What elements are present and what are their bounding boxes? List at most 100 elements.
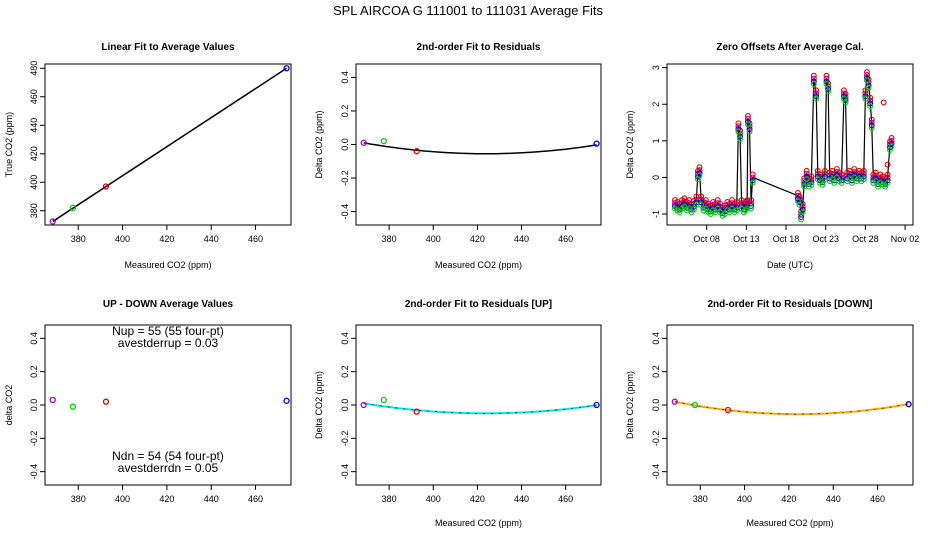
data-point xyxy=(860,176,867,183)
x-axis-label: Measured CO2 (ppm) xyxy=(124,260,211,270)
data-point xyxy=(799,209,806,216)
x-tick-label: Oct 23 xyxy=(812,234,839,244)
data-point xyxy=(872,175,879,182)
data-point xyxy=(748,197,755,204)
data-point xyxy=(884,171,891,178)
y-tick-label: -0.2 xyxy=(29,431,39,447)
y-axis-label: Delta CO2 (ppm) xyxy=(625,371,635,439)
data-point xyxy=(819,181,826,188)
plot-p5: 2nd-order Fit to Residuals [UP] 380 400 420… xyxy=(314,299,602,528)
y-tick-label: 0.0 xyxy=(340,399,350,412)
data-point xyxy=(872,169,879,176)
data-point xyxy=(69,403,77,410)
data-point xyxy=(888,143,895,150)
data-point xyxy=(380,137,387,145)
x-axis-label: Measured CO2 (ppm) xyxy=(435,260,522,270)
y-tick-label: 420 xyxy=(29,146,39,161)
data-point xyxy=(848,179,855,186)
data-point xyxy=(748,205,755,212)
data-point xyxy=(593,140,600,147)
data-point xyxy=(860,173,867,180)
data-point xyxy=(744,205,751,212)
x-tick-label: 420 xyxy=(470,234,485,244)
data-point xyxy=(810,78,817,85)
plot-data xyxy=(360,396,600,415)
data-point xyxy=(413,408,420,415)
y-tick-label: 0.2 xyxy=(340,105,350,118)
x-tick-label: 420 xyxy=(470,494,485,504)
data-point xyxy=(884,177,891,184)
y-tick-label: 0 xyxy=(651,175,661,180)
fit-line xyxy=(52,67,287,223)
data-point xyxy=(821,167,828,174)
x-tick-label: Nov 02 xyxy=(891,234,920,244)
data-point xyxy=(69,204,77,212)
plot-frame xyxy=(355,63,602,226)
plot-title: 2nd-order Fit to Residuals [UP] xyxy=(405,299,552,310)
data-point xyxy=(905,401,912,408)
plot-data xyxy=(360,137,600,155)
data-point xyxy=(744,197,751,204)
x-axis-label: Measured CO2 (ppm) xyxy=(746,518,833,528)
plot-p4: UP - DOWN Average Values 380 400 420 440 460 -… xyxy=(4,299,292,504)
offset-line xyxy=(674,74,893,215)
data-point xyxy=(696,172,703,179)
x-tick-label: 420 xyxy=(781,494,796,504)
y-tick-label: 2 xyxy=(651,102,661,107)
data-point xyxy=(823,78,830,85)
annotation: avestderrdn = 0.05 xyxy=(118,461,219,475)
plot-title: UP - DOWN Average Values xyxy=(103,299,234,310)
plot-title: 2nd-order Fit to Residuals [DOWN] xyxy=(708,299,873,310)
y-axis-label: True CO2 (ppm) xyxy=(4,112,14,177)
fit-curve xyxy=(674,400,909,416)
data-point xyxy=(868,125,875,131)
x-tick-label: Oct 18 xyxy=(773,234,800,244)
y-tick-label: -0.2 xyxy=(340,431,350,447)
data-point xyxy=(864,74,870,81)
data-point xyxy=(884,161,891,168)
data-point xyxy=(746,128,753,135)
data-point xyxy=(867,100,874,107)
data-point xyxy=(102,183,110,190)
data-point xyxy=(102,398,110,405)
fit-curve xyxy=(363,142,597,155)
y-tick-label: -0.2 xyxy=(651,431,661,447)
y-tick-label: 380 xyxy=(29,203,39,218)
data-point xyxy=(744,118,751,125)
plot-data xyxy=(671,69,895,223)
y-tick-label: 0.4 xyxy=(29,332,39,345)
data-point xyxy=(823,81,830,88)
y-tick-label: -0.4 xyxy=(651,464,661,480)
plot-p1: Linear Fit to Average Values 380 400 420 440… xyxy=(4,42,292,270)
plot-frame xyxy=(666,324,914,486)
x-tick-label: 400 xyxy=(115,494,130,504)
x-tick-label: 380 xyxy=(382,234,397,244)
y-tick-label: 3 xyxy=(651,65,661,70)
data-point xyxy=(862,90,869,97)
x-tick-label: 400 xyxy=(115,234,130,244)
data-point xyxy=(283,397,290,404)
data-point xyxy=(865,84,872,91)
data-point xyxy=(880,99,887,106)
x-tick-label: 400 xyxy=(426,494,441,504)
data-point xyxy=(823,72,830,79)
data-point xyxy=(862,93,869,100)
data-point xyxy=(808,179,815,186)
data-point xyxy=(799,206,806,213)
y-tick-label: -0.4 xyxy=(340,464,350,480)
x-tick-label: 380 xyxy=(71,494,86,504)
data-point xyxy=(864,69,870,76)
data-point xyxy=(698,201,705,208)
data-point xyxy=(831,179,838,186)
annotation: Ndn = 54 (54 four-pt) xyxy=(112,449,224,463)
plot-p3: Zero Offsets After Average Cal. Oct 08 Oct… xyxy=(625,42,919,270)
x-axis-label: Measured CO2 (ppm) xyxy=(435,518,522,528)
x-tick-label: 400 xyxy=(426,234,441,244)
plot-p6: 2nd-order Fit to Residuals [DOWN] 380 400 4… xyxy=(625,299,914,528)
data-point xyxy=(735,128,742,135)
data-point xyxy=(749,177,756,184)
page-title: SPL AIRCOA G 111001 to 111031 Average Fi… xyxy=(332,3,604,18)
data-point xyxy=(867,103,874,110)
y-tick-label: -0.4 xyxy=(29,464,39,480)
x-tick-label: Oct 13 xyxy=(733,234,760,244)
